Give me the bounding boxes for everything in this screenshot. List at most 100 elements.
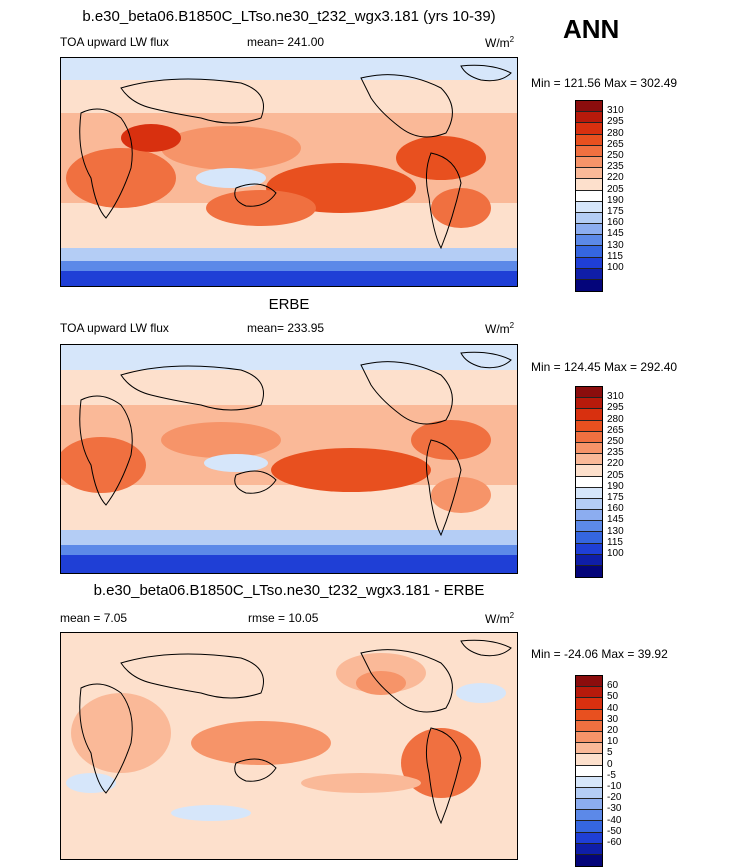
colorbar-swatch	[576, 799, 602, 811]
colorbar-swatch	[576, 720, 602, 732]
panel-3-units: W/m2	[485, 611, 515, 626]
colorbar-tick-label: 220	[607, 172, 624, 184]
colorbar-tick-label: -40	[607, 814, 622, 826]
colorbar-swatch	[576, 201, 602, 213]
colorbar-tick-label: 295	[607, 116, 624, 128]
colorbar-tick-label: -20	[607, 792, 622, 804]
colorbar-swatch	[576, 765, 602, 777]
colorbar-swatch	[576, 280, 602, 292]
colorbar-swatch	[576, 145, 602, 157]
colorbar-swatch	[576, 698, 602, 710]
colorbar-swatch	[576, 543, 602, 555]
colorbar-swatch	[576, 532, 602, 544]
colorbar-tick-label: 20	[607, 725, 619, 736]
colorbar-tick-label: -30	[607, 803, 622, 815]
colorbar-swatch	[576, 454, 602, 466]
colorbar-tick-label: 40	[607, 702, 619, 714]
colorbar-swatch	[576, 179, 602, 191]
colorbar-tick-label: 310	[607, 105, 624, 117]
colorbar-tick-label: -10	[607, 781, 622, 792]
colorbar-swatch	[576, 521, 602, 533]
season-label: ANN	[563, 14, 620, 44]
colorbar-swatch	[576, 235, 602, 247]
colorbar-swatch	[576, 190, 602, 202]
panel-3-colorbar	[575, 675, 603, 867]
colorbar-swatch	[576, 212, 602, 225]
colorbar-swatch	[576, 420, 602, 432]
colorbar-tick-label: 265	[607, 138, 624, 150]
panel-3-map	[60, 632, 518, 860]
colorbar-tick-label: 130	[607, 525, 624, 537]
colorbar-tick-label: -50	[607, 825, 622, 837]
colorbar-tick-label: 205	[607, 469, 624, 481]
panel-2-title: ERBE	[268, 296, 310, 313]
colorbar-swatch	[576, 554, 602, 566]
panel-2-minmax: Min = 124.45 Max = 292.40	[531, 360, 678, 374]
panel-2-units: W/m2	[485, 321, 515, 336]
colorbar-tick-label: 60	[607, 680, 619, 692]
colorbar-tick-label: 295	[607, 402, 624, 414]
colorbar-swatch	[576, 731, 602, 744]
panel-3-mean: mean = 7.05	[60, 611, 128, 625]
colorbar-swatch	[576, 709, 602, 721]
colorbar-tick-label: 160	[607, 503, 624, 515]
panel-3-rmse: rmse = 10.05	[248, 611, 319, 625]
colorbar-tick-label: 100	[607, 262, 624, 273]
colorbar-swatch	[576, 112, 602, 124]
colorbar-tick-label: 310	[607, 391, 624, 403]
colorbar-swatch	[576, 168, 602, 180]
colorbar-tick-label: 115	[607, 250, 623, 262]
colorbar-tick-label: 190	[607, 480, 624, 492]
colorbar-tick-label: 280	[607, 413, 624, 425]
colorbar-tick-label: 145	[607, 228, 624, 240]
panel-3-minmax: Min = -24.06 Max = 39.92	[531, 647, 668, 661]
colorbar-swatch	[576, 442, 602, 455]
colorbar-tick-label: 235	[607, 447, 624, 459]
colorbar-tick-label: 280	[607, 127, 624, 139]
colorbar-tick-label: 205	[607, 183, 624, 195]
colorbar-tick-label: 250	[607, 436, 624, 447]
colorbar-tick-label: 115	[607, 536, 623, 548]
colorbar-tick-label: 130	[607, 239, 624, 251]
colorbar-swatch	[576, 257, 602, 269]
colorbar-swatch	[576, 387, 602, 399]
colorbar-swatch	[576, 510, 602, 522]
colorbar-swatch	[576, 398, 602, 410]
colorbar-tick-label: 265	[607, 424, 624, 436]
colorbar-tick-label: 145	[607, 514, 624, 526]
panel-2-variable: TOA upward LW flux	[60, 321, 169, 335]
colorbar-swatch	[576, 123, 602, 135]
colorbar-tick-label: 10	[607, 736, 619, 748]
colorbar-swatch	[576, 687, 602, 699]
colorbar-tick-label: 5	[607, 747, 613, 759]
colorbar-swatch	[576, 409, 602, 421]
colorbar-swatch	[576, 676, 602, 688]
panel-1-colorbar	[575, 100, 603, 293]
colorbar-swatch	[576, 754, 602, 766]
colorbar-swatch	[576, 566, 602, 578]
panel-2-map	[60, 344, 518, 574]
colorbar-swatch	[576, 224, 602, 236]
colorbar-swatch	[576, 487, 602, 499]
colorbar-tick-label: 100	[607, 548, 624, 559]
colorbar-tick-label: 0	[607, 758, 613, 770]
panel-2-colorbar	[575, 386, 603, 579]
colorbar-tick-label: 160	[607, 217, 624, 229]
colorbar-swatch	[576, 855, 602, 867]
colorbar-swatch	[576, 787, 602, 800]
colorbar-swatch	[576, 101, 602, 113]
colorbar-tick-label: 235	[607, 161, 624, 173]
panel-3-title: b.e30_beta06.B1850C_LTso.ne30_t232_wgx3.…	[93, 582, 485, 599]
colorbar-swatch	[576, 843, 602, 855]
colorbar-swatch	[576, 810, 602, 822]
panel-1-mean: mean= 241.00	[247, 35, 325, 49]
colorbar-tick-label: 175	[607, 492, 624, 503]
panel-1-map	[60, 57, 518, 287]
panel-1-units: W/m2	[485, 35, 515, 50]
colorbar-swatch	[576, 498, 602, 511]
panel-1-title: b.e30_beta06.B1850C_LTso.ne30_t232_wgx3.…	[82, 8, 496, 25]
colorbar-tick-label: 50	[607, 691, 619, 703]
colorbar-swatch	[576, 246, 602, 258]
colorbar-tick-label: 220	[607, 458, 624, 470]
colorbar-tick-label: -60	[607, 837, 622, 848]
